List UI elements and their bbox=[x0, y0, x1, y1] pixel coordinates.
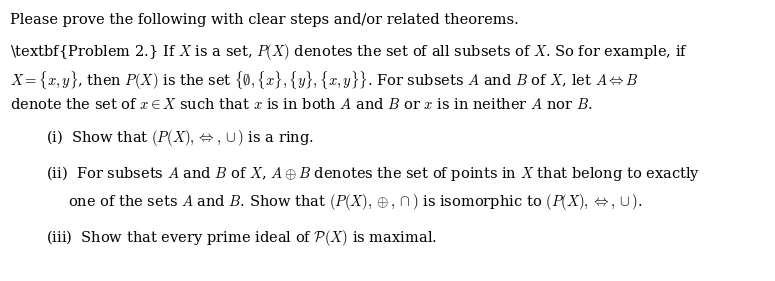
Text: $X = \{x, y\}$, then $P(X)$ is the set $\{\emptyset, \{x\}, \{y\}, \{x, y\}\}$. : $X = \{x, y\}$, then $P(X)$ is the set $… bbox=[10, 70, 639, 92]
Text: (ii)  For subsets $A$ and $B$ of $X$, $A \oplus B$ denotes the set of points in : (ii) For subsets $A$ and $B$ of $X$, $A … bbox=[46, 164, 700, 183]
Text: Please prove the following with clear steps and/or related theorems.: Please prove the following with clear st… bbox=[10, 13, 519, 26]
Text: \textbf{Problem 2.} If $X$ is a set, $P(X)$ denotes the set of all subsets of $X: \textbf{Problem 2.} If $X$ is a set, $P(… bbox=[10, 42, 688, 62]
Text: (iii)  Show that every prime ideal of $\mathcal{P}(X)$ is maximal.: (iii) Show that every prime ideal of $\m… bbox=[46, 228, 436, 248]
Text: denote the set of $x \in X$ such that $x$ is in both $A$ and $B$ or $x$ is in ne: denote the set of $x \in X$ such that $x… bbox=[10, 98, 593, 112]
Text: (i)  Show that $(P(X), \Leftrightarrow, \cup)$ is a ring.: (i) Show that $(P(X), \Leftrightarrow, \… bbox=[46, 128, 313, 148]
Text: one of the sets $A$ and $B$. Show that $(P(X), \oplus, \cap)$ is isomorphic to $: one of the sets $A$ and $B$. Show that $… bbox=[68, 192, 642, 212]
